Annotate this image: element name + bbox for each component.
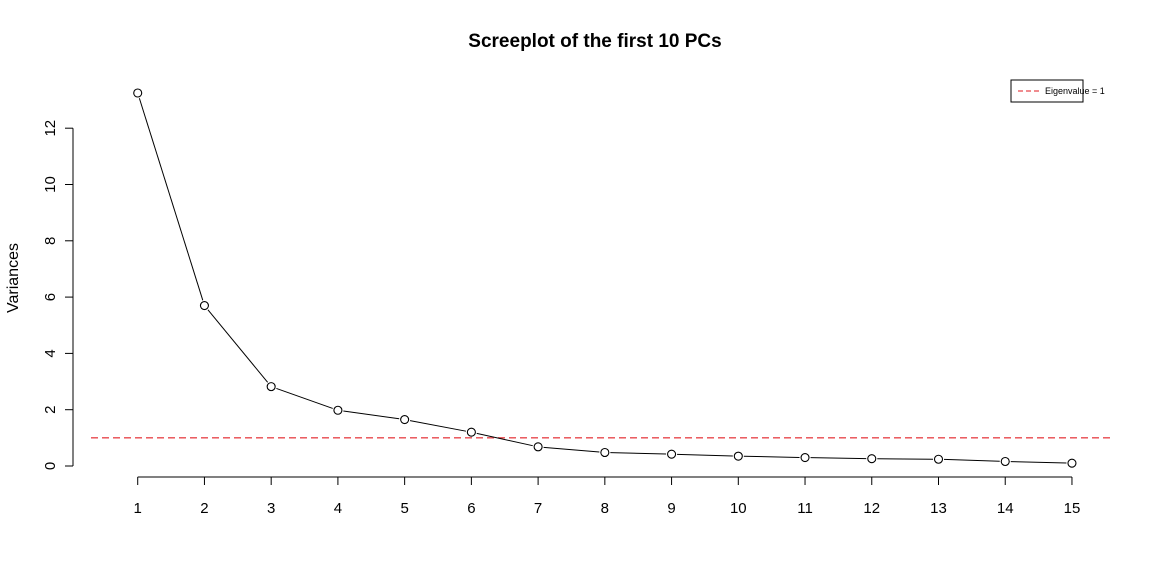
x-axis: 1 2 3 4 5 6 7 8 9 10 11 12 13 14 15: [134, 476, 1081, 517]
x-tick-label: 4: [334, 500, 342, 517]
data-point: [333, 405, 343, 415]
x-tick-label: 1: [134, 500, 142, 517]
series-segment: [677, 453, 733, 457]
x-tick-label: 11: [797, 500, 813, 517]
data-point: [867, 454, 877, 464]
x-tick-label: 14: [997, 500, 1014, 517]
x-tick-label: 6: [467, 500, 475, 517]
series-segment: [1010, 461, 1067, 464]
data-point: [933, 454, 944, 464]
x-tick-label: 2: [200, 500, 208, 517]
series-layer: [133, 88, 1077, 468]
y-tick-label: 6: [42, 293, 59, 301]
legend-label: Eigenvalue = 1: [1045, 86, 1105, 96]
y-tick-label: 0: [42, 462, 59, 470]
data-point: [133, 88, 143, 98]
legend: Eigenvalue = 1: [1010, 79, 1105, 103]
data-point: [466, 427, 476, 437]
series-segment: [476, 432, 533, 447]
data-point: [1000, 456, 1010, 467]
series-segment: [810, 457, 867, 460]
data-point: [266, 382, 276, 392]
y-axis-label: Variances: [5, 243, 22, 313]
data-point: [400, 415, 410, 425]
series-segment: [343, 410, 400, 420]
data-point: [667, 449, 677, 459]
y-tick-label: 12: [42, 120, 59, 137]
y-tick-label: 2: [42, 406, 59, 414]
y-tick-label: 8: [42, 237, 59, 245]
series-segment: [943, 458, 1000, 462]
data-point: [600, 447, 610, 458]
data-point: [199, 300, 209, 311]
x-tick-label: 13: [930, 500, 947, 517]
data-point: [1067, 458, 1077, 468]
series-segment: [409, 420, 467, 432]
series-segment: [276, 387, 333, 409]
x-tick-label: 9: [667, 500, 675, 517]
y-tick-label: 4: [42, 349, 59, 357]
x-tick-label: 8: [601, 500, 609, 517]
series-segment: [743, 455, 800, 458]
series-segment: [138, 98, 204, 301]
x-tick-label: 12: [863, 500, 880, 517]
x-tick-label: 3: [267, 500, 275, 517]
legend-box: [1010, 79, 1084, 103]
y-tick-label: 10: [42, 176, 59, 193]
series-segment: [207, 309, 269, 383]
x-tick-label: 5: [400, 500, 408, 517]
y-axis: 0 2 4 6 8 10 12: [42, 120, 74, 470]
data-point: [733, 451, 743, 461]
x-tick-label: 10: [730, 500, 747, 517]
series-segment: [543, 446, 600, 453]
x-tick-label: 7: [534, 500, 542, 517]
x-tick-label: 15: [1064, 500, 1081, 517]
data-point: [533, 442, 543, 452]
chart-title: Screeplot of the first 10 PCs: [468, 31, 721, 52]
series-segment: [610, 452, 667, 455]
data-point: [800, 453, 810, 463]
